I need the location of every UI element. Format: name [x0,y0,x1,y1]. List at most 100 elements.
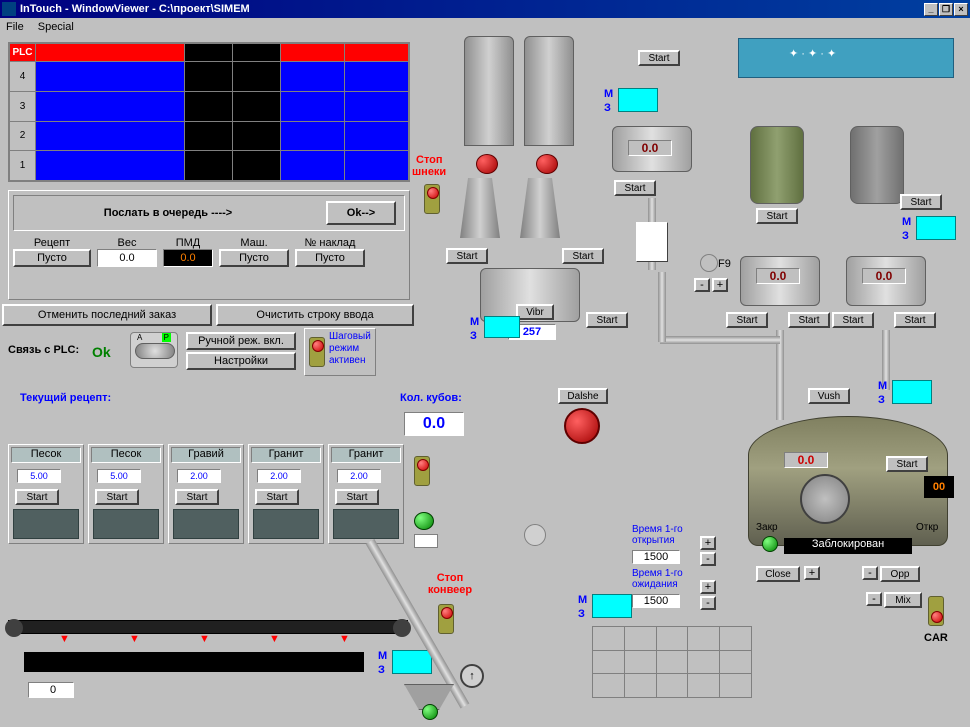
bin-val: 2.00 [337,469,381,483]
bin-name: Гранит [251,447,321,463]
bin: Гравий 2.00 Start [168,444,244,544]
shneki-label: шнеки [412,166,446,178]
close-plus[interactable]: + [804,566,820,580]
settings-button[interactable]: Настройки [186,352,296,370]
t2-plus[interactable]: + [700,580,716,594]
queue-label: Послать в очередь ----> [22,207,314,219]
menu-file[interactable]: File [6,21,24,33]
conveyor-z: З [378,664,385,676]
mash-field[interactable]: Пусто [219,249,289,267]
queue-row: Послать в очередь ----> Ok--> [13,195,405,231]
restore-button[interactable]: ❐ [939,3,953,16]
row-num: 1 [10,151,36,181]
mz4-m: M [578,594,587,606]
vibr-button[interactable]: Vibr [516,304,554,320]
node-icon [700,254,718,272]
weigh-l-s2[interactable]: Start [788,312,830,328]
t2-minus[interactable]: - [700,596,716,610]
dalshe-button[interactable]: Dalshe [558,388,608,404]
conveyor-lower [24,652,364,672]
barrel-start-l[interactable]: Start [756,208,798,224]
bin-start-button[interactable]: Start [175,489,219,505]
bin-start-button[interactable]: Start [15,489,59,505]
label-pmd: ПМД [163,237,213,249]
bin-start-button[interactable]: Start [255,489,299,505]
bin-start-button[interactable]: Start [95,489,139,505]
emergency-stop-icon[interactable] [564,408,600,444]
grid-header [345,44,409,62]
weight-field[interactable]: 0.0 [97,249,157,267]
bin-val: 5.00 [17,469,61,483]
rotary-switch[interactable]: A P [130,332,178,368]
minimize-button[interactable]: _ [924,3,938,16]
grid-header [281,44,345,62]
bin: Песок 5.00 Start [88,444,164,544]
opp-button[interactable]: Opp [880,566,920,582]
bin-name: Гранит [331,447,401,463]
barrel-green [750,126,804,204]
bin-val: 5.00 [97,469,141,483]
time2-field[interactable]: 1500 [632,594,680,608]
bin-master-switch[interactable] [414,456,430,486]
chute-lamp-icon [422,704,438,720]
car-switch[interactable] [928,596,944,626]
f9-minus[interactable]: - [694,278,710,292]
step-panel: Шаговый режим активен [304,328,376,376]
bin-start-button[interactable]: Start [335,489,379,505]
closed-lamp-icon [762,536,778,552]
bin: Гранит 2.00 Start [248,444,324,544]
time1-field[interactable]: 1500 [632,550,680,564]
shneki-start2[interactable]: Start [562,248,604,264]
bin-lamp-icon [414,512,434,530]
hopper1-value: 0.0 [628,140,672,156]
shneki-start1[interactable]: Start [446,248,488,264]
top-start[interactable]: Start [638,50,680,66]
bin-indicator [414,534,438,548]
mix-minus[interactable]: - [866,592,882,606]
conveyor-counter: 0 [28,682,74,698]
shneki-sr[interactable]: Start [586,312,628,328]
mz2-z: З [604,102,611,114]
pmd-field[interactable]: 0.0 [163,249,213,267]
app-icon [2,2,16,16]
step-l3: активен [329,355,366,366]
shneki-mz [484,316,520,338]
mix-button[interactable]: Mix [884,592,922,608]
close-button2[interactable]: Close [756,566,800,582]
shneki-switch[interactable] [424,184,440,214]
weigh-r-s1[interactable]: Start [832,312,874,328]
mixer-start[interactable]: Start [886,456,928,472]
hopper1-start[interactable]: Start [614,180,656,196]
weigh-r-s2[interactable]: Start [894,312,936,328]
step-switch[interactable] [309,337,325,367]
manual-mode-button[interactable]: Ручной реж. вкл. [186,332,296,350]
mz4-box [592,594,632,618]
t1-minus[interactable]: - [700,552,716,566]
label-mash: Маш. [219,237,289,249]
close-button[interactable]: × [954,3,968,16]
ok-button[interactable]: Ok--> [326,201,396,225]
recipe-field[interactable]: Пусто [13,249,91,267]
grid-header [36,44,185,62]
clear-input-button[interactable]: Очистить строку ввода [216,304,414,326]
vush-button[interactable]: Vush [808,388,850,404]
f9-plus[interactable]: + [712,278,728,292]
naklad-field[interactable]: Пусто [295,249,365,267]
mz5-box [892,380,932,404]
t1-plus[interactable]: + [700,536,716,550]
bin-name: Песок [91,447,161,463]
barrel-start-r[interactable]: Start [900,194,942,210]
mz5-m: M [878,380,887,392]
pipe-node-icon [524,524,546,546]
time1-label: Время 1-го открытия [632,524,683,546]
conveyor-stop-label: Стоп конвеер [420,572,480,596]
weigh-l-s1[interactable]: Start [726,312,768,328]
menu-special[interactable]: Special [38,21,74,33]
cancel-last-button[interactable]: Отменить последний заказ [2,304,212,326]
opp-minus[interactable]: - [862,566,878,580]
up-arrow-button[interactable]: ↑ [460,664,484,688]
conveyor-switch[interactable] [438,604,454,634]
closed-label: Закр [756,522,778,533]
conveyor-mz-indicator [392,650,432,674]
time2-label: Время 1-го ожидания [632,568,683,590]
